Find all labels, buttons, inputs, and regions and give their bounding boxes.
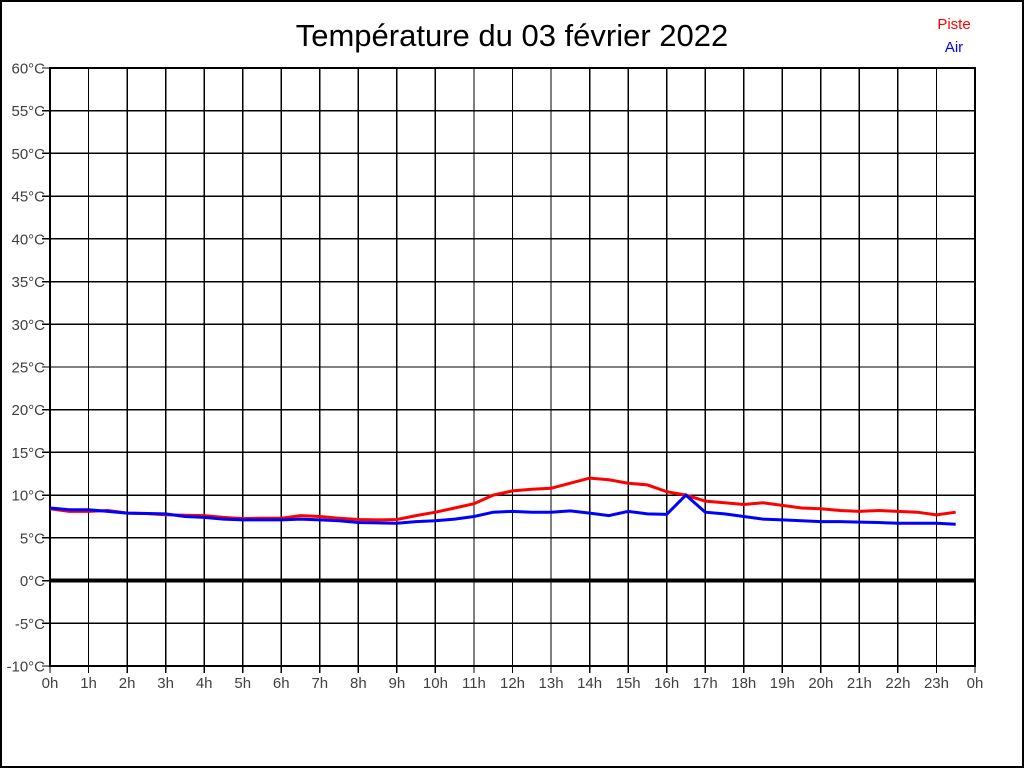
y-tick-label: 0°C [20,573,45,590]
x-tick-label: 22h [885,675,910,692]
x-tick-label: 13h [539,675,564,692]
x-tick-label: 0h [967,675,984,692]
plot-border [49,67,976,667]
x-tick-label: 4h [196,675,213,692]
page-title: Température du 03 février 2022 [295,18,729,53]
x-tick-label: 1h [80,675,97,692]
x-tick-label: 17h [693,675,718,692]
air-temperature-line [49,493,956,526]
y-tick-label: 45°C [11,189,45,206]
x-tick-label: 12h [500,675,525,692]
y-tick-label: 25°C [11,360,45,377]
x-tick-label: 20h [808,675,833,692]
x-tick-label: 16h [654,675,679,692]
x-tick-label: 2h [119,675,136,692]
x-tick-label: 0h [42,675,59,692]
legend-item-air: Air [944,39,964,56]
y-tick-label: 60°C [11,61,45,78]
x-tick-label: 14h [577,675,602,692]
x-tick-label: 23h [924,675,949,692]
y-tick-label: 5°C [20,530,45,547]
y-tick-label: -5°C [15,616,45,633]
x-tick-label: 11h [462,675,486,692]
x-tick-label: 10h [423,675,448,692]
x-tick-label: 8h [350,675,367,692]
y-tick-label: 20°C [11,402,45,419]
x-tick-label: 5h [234,675,251,692]
chart-legend: Piste Air [914,13,994,59]
x-tick-label: 15h [616,675,641,692]
piste-temperature-line [49,476,956,522]
x-tick-label: 6h [273,675,290,692]
x-tick-label: 21h [847,675,872,692]
legend-item-piste: Piste [937,16,971,33]
y-tick-label: 10°C [11,488,45,505]
y-tick-label: 40°C [11,231,45,248]
y-tick-label: 50°C [11,146,45,163]
y-tick-label: -10°C [6,659,45,676]
x-tick-label: 7h [311,675,328,692]
x-tick-label: 9h [389,675,406,692]
y-tick-label: 55°C [11,103,45,120]
y-tick-label: 35°C [11,274,45,291]
x-tick-label: 18h [731,675,756,692]
x-tick-label: 3h [157,675,174,692]
x-tick-label: 19h [770,675,795,692]
y-tick-label: 15°C [11,445,45,462]
y-tick-label: 30°C [11,317,45,334]
